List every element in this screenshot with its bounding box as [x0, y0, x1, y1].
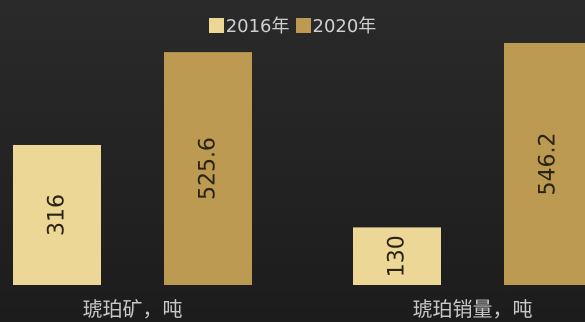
legend-swatch-2020 — [295, 17, 311, 33]
bar-0-0 — [13, 144, 101, 285]
category-label-0: 琥珀矿，吨 — [83, 297, 183, 321]
legend-item-2016: 2016年 — [208, 12, 290, 38]
chart-legend: 2016年 2020年 — [0, 12, 585, 38]
bar-1-0 — [353, 227, 441, 285]
legend-item-2020: 2020年 — [295, 12, 377, 38]
legend-swatch-2016 — [208, 17, 224, 33]
bar-0-1 — [164, 52, 252, 285]
bar-value-label-1-1: 546.2 — [536, 132, 561, 195]
bar-1-1 — [504, 42, 585, 286]
bar-value-label-0-1: 525.6 — [196, 137, 221, 200]
category-label-1: 琥珀销量，吨 — [413, 297, 533, 321]
legend-label-2016: 2016年 — [225, 16, 290, 37]
bar-value-label-0-0: 316 — [45, 194, 70, 236]
bar-value-label-1-0: 130 — [385, 235, 410, 277]
legend-label-2020: 2020年 — [312, 16, 377, 37]
